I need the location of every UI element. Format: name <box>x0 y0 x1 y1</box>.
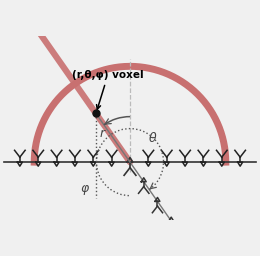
Text: r: r <box>100 126 105 140</box>
Text: φ: φ <box>80 182 89 195</box>
Text: (r,θ,φ) voxel: (r,θ,φ) voxel <box>72 70 144 109</box>
Text: θ: θ <box>149 132 157 145</box>
